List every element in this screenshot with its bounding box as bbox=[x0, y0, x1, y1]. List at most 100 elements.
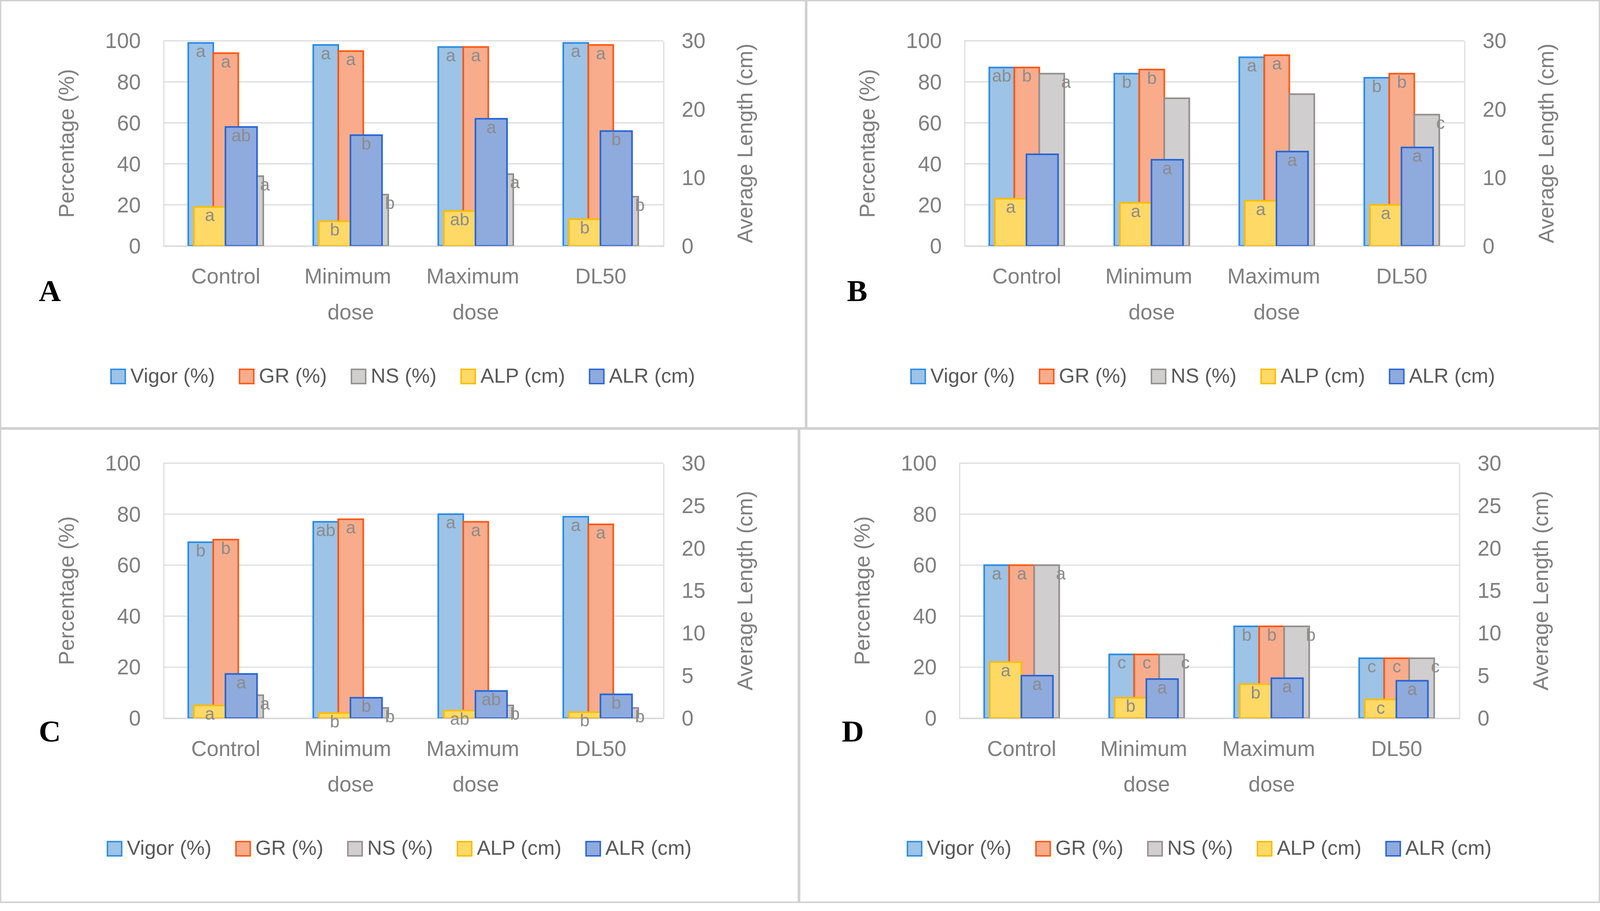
legend-label: NS (%) bbox=[1170, 364, 1237, 388]
panel: 020406080100051015202530ControlMinimum d… bbox=[799, 429, 1600, 903]
bars bbox=[188, 42, 639, 247]
legend-item: ALR (cm) bbox=[1385, 836, 1492, 860]
y2-tick-group: 25 bbox=[1459, 493, 1502, 518]
y2-tick-group: 30 bbox=[663, 451, 706, 476]
y2-tick-label: 20 bbox=[1477, 536, 1502, 561]
bar-annotation: a bbox=[1271, 53, 1282, 74]
x-tick-label-line: Maximum bbox=[426, 264, 526, 289]
y2-tick-label: 10 bbox=[1477, 621, 1502, 646]
bar bbox=[313, 44, 339, 247]
y2-tick-group: 10 bbox=[663, 165, 706, 190]
y2-tick-label: 5 bbox=[681, 663, 694, 688]
legend-item: NS (%) bbox=[348, 836, 434, 860]
x-tick-group: Maximum dose bbox=[1222, 718, 1322, 797]
bar-annotation: a bbox=[596, 43, 606, 63]
bar-annotation: a bbox=[1246, 55, 1257, 75]
x-tick-label: Minimum dose bbox=[1105, 264, 1199, 325]
bar-annotation: b bbox=[579, 217, 590, 238]
y2-axis-title: Average Length (cm) bbox=[1528, 491, 1553, 691]
y-axis-title: Percentage (%) bbox=[54, 69, 79, 218]
legend-swatch bbox=[351, 369, 367, 384]
bar-annotation: ab bbox=[316, 520, 336, 540]
legend-label: ALP (cm) bbox=[476, 836, 562, 860]
y2-tick-label: 10 bbox=[681, 165, 706, 190]
y2-axis-title: Average Length (cm) bbox=[1533, 43, 1559, 244]
y2-tick-group: 15 bbox=[663, 578, 706, 603]
y-tick-group: 60 bbox=[116, 553, 163, 578]
background bbox=[0, 0, 1600, 911]
x-tick-group: Control bbox=[987, 718, 1057, 761]
bar-annotation: b bbox=[611, 129, 622, 149]
y2-tick-label: 25 bbox=[1477, 493, 1502, 518]
panel-frame bbox=[0, 429, 799, 903]
panel-title: D bbox=[841, 714, 865, 749]
y2-tick-group: 0 bbox=[1459, 706, 1490, 731]
bar-annotation: a bbox=[1157, 678, 1168, 698]
y2-tick-group: 0 bbox=[663, 706, 694, 731]
legend-item: ALR (cm) bbox=[589, 364, 695, 388]
bar bbox=[225, 126, 258, 247]
x-tick-group: Maximum dose bbox=[426, 718, 526, 797]
x-tick-group: Minimum dose bbox=[1100, 718, 1194, 797]
bar-annotation: ab bbox=[450, 709, 470, 729]
legend-label: ALP (cm) bbox=[1276, 836, 1362, 860]
bar-annotation: b bbox=[329, 712, 340, 732]
x-axis-line bbox=[959, 718, 1460, 720]
legend-swatch bbox=[589, 369, 604, 384]
y-tick-group: 40 bbox=[917, 151, 965, 177]
bar-annotation: a bbox=[991, 564, 1002, 584]
bar-annotations: acbcacbcacbcabbcaaaa bbox=[991, 564, 1440, 718]
legend-item: Vigor (%) bbox=[910, 364, 1015, 388]
legend-label: ALR (cm) bbox=[1408, 364, 1496, 388]
bar-annotation: a bbox=[196, 41, 206, 61]
x-tick-group: Maximum dose bbox=[1227, 246, 1327, 325]
y-axis-title: Percentage (%) bbox=[855, 69, 880, 218]
x-tick-label: Maximum dose bbox=[426, 736, 526, 797]
grid-line bbox=[163, 462, 664, 465]
y2-tick-label: 20 bbox=[681, 536, 706, 561]
bar-annotation: a bbox=[1412, 146, 1423, 166]
bar-annotation: c bbox=[1180, 653, 1190, 673]
bar-annotation: c bbox=[1435, 113, 1445, 133]
y2-axis-title: Average Length (cm) bbox=[732, 43, 758, 244]
y2-tick-group: 30 bbox=[1464, 28, 1507, 53]
legend-swatch bbox=[235, 841, 251, 857]
y-tick-label: 40 bbox=[116, 151, 141, 177]
bar-annotation: a bbox=[1282, 676, 1293, 697]
y-axis-line bbox=[163, 463, 165, 719]
y2-tick-group: 5 bbox=[1459, 663, 1490, 688]
legend-item: ALP (cm) bbox=[460, 364, 565, 388]
grid bbox=[964, 41, 1465, 247]
x-tick-label: Maximum dose bbox=[1227, 264, 1327, 325]
bar-annotation: ab bbox=[450, 209, 470, 229]
y-tick-group: 20 bbox=[116, 192, 163, 218]
y-tick-label: 40 bbox=[912, 604, 937, 629]
y-tick-label: 100 bbox=[105, 28, 142, 53]
bar-annotation: a bbox=[1287, 150, 1298, 170]
y2-tick-group: 15 bbox=[1459, 578, 1502, 603]
y-tick-group: 0 bbox=[925, 706, 960, 731]
bar-annotation: a bbox=[446, 45, 456, 65]
y-tick-label: 60 bbox=[917, 110, 942, 136]
legend-item: GR (%) bbox=[239, 364, 327, 388]
y2-tick-group: 10 bbox=[1459, 621, 1502, 646]
x-tick-label-line: dose bbox=[452, 772, 499, 797]
y-tick-label: 100 bbox=[906, 28, 943, 53]
y2-axis-line bbox=[663, 463, 665, 719]
legend-label: ALR (cm) bbox=[608, 364, 696, 388]
bar-annotation: a bbox=[571, 41, 581, 61]
legend-swatch bbox=[1039, 369, 1054, 384]
y-tick-group: 20 bbox=[912, 655, 959, 680]
bar bbox=[463, 521, 489, 719]
legend-swatch bbox=[457, 841, 472, 857]
bar bbox=[338, 519, 364, 719]
y2-tick-group: 30 bbox=[663, 28, 706, 53]
x-tick-label: Maximum dose bbox=[1222, 736, 1322, 797]
bar-annotation: a bbox=[471, 520, 481, 540]
legend-swatch bbox=[1260, 369, 1276, 384]
y2-tick-label: 10 bbox=[1482, 165, 1507, 190]
bar bbox=[438, 514, 464, 719]
legend-swatch bbox=[910, 369, 926, 384]
y-tick-label: 20 bbox=[917, 192, 942, 218]
y-tick-label: 80 bbox=[116, 69, 141, 94]
